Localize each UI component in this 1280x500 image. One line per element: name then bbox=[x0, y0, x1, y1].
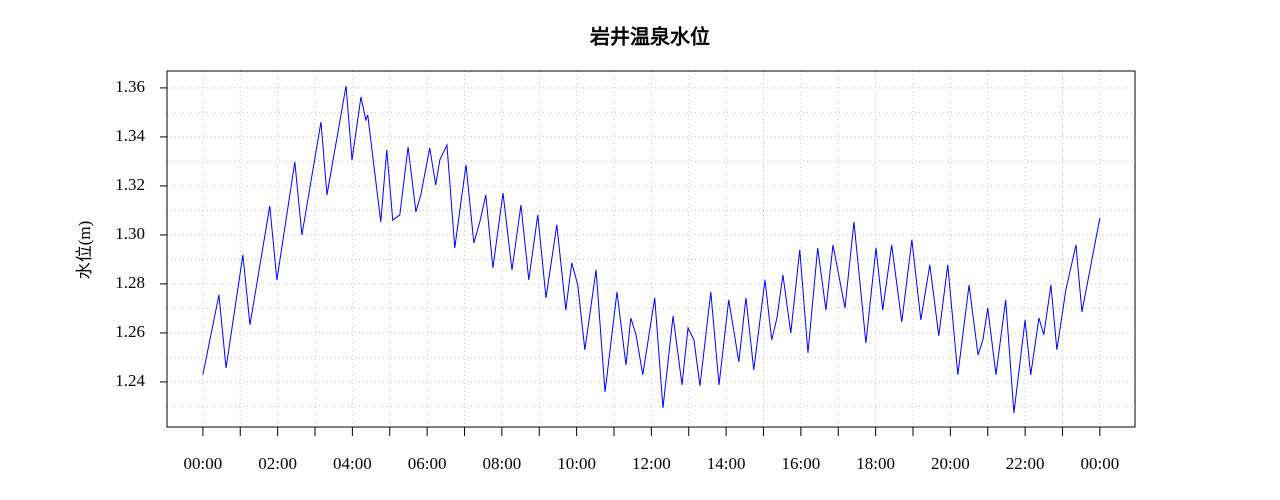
y-tick-label: 1.26 bbox=[115, 322, 145, 341]
y-tick-label: 1.24 bbox=[115, 371, 145, 390]
x-tick-label: 18:00 bbox=[856, 454, 895, 473]
x-tick-label: 10:00 bbox=[557, 454, 596, 473]
x-tick-label: 22:00 bbox=[1006, 454, 1045, 473]
x-tick-label: 08:00 bbox=[483, 454, 522, 473]
plot-frame bbox=[166, 70, 1136, 428]
x-tick-label: 06:00 bbox=[408, 454, 447, 473]
x-tick-label: 12:00 bbox=[632, 454, 671, 473]
x-tick-label: 00:00 bbox=[184, 454, 223, 473]
x-tick-label: 00:00 bbox=[1081, 454, 1120, 473]
y-tick-label: 1.34 bbox=[115, 126, 145, 145]
x-tick-label: 16:00 bbox=[782, 454, 821, 473]
x-tick-label: 02:00 bbox=[258, 454, 297, 473]
data-line bbox=[202, 85, 1101, 414]
x-tick-label: 14:00 bbox=[707, 454, 746, 473]
x-tick-label: 20:00 bbox=[931, 454, 970, 473]
y-tick-label: 1.32 bbox=[115, 175, 145, 194]
x-tick-label: 04:00 bbox=[333, 454, 372, 473]
y-tick-label: 1.30 bbox=[115, 224, 145, 243]
y-tick-label: 1.28 bbox=[115, 273, 145, 292]
y-tick-label: 1.36 bbox=[115, 77, 145, 96]
y-axis-label: 水位(m) bbox=[75, 221, 94, 280]
chart-title: 岩井温泉水位 bbox=[589, 25, 710, 49]
